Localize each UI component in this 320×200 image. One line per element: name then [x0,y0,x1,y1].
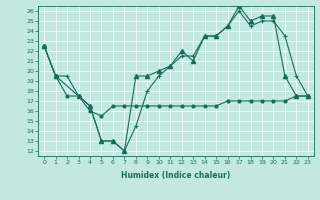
X-axis label: Humidex (Indice chaleur): Humidex (Indice chaleur) [121,171,231,180]
